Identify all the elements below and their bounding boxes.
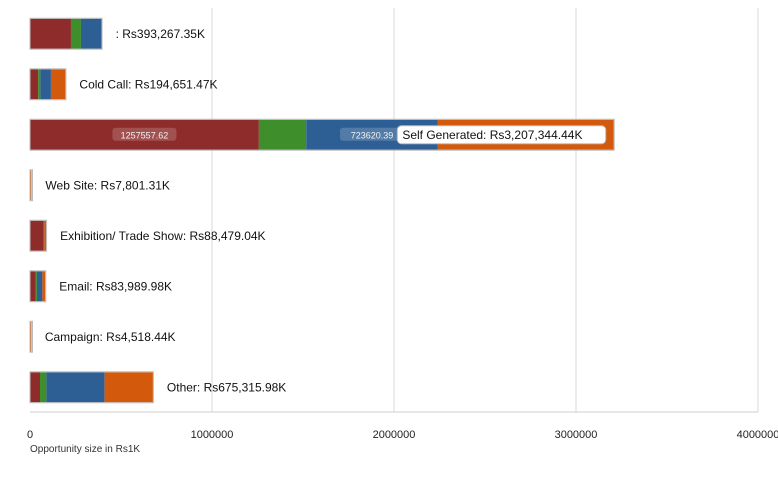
gridlines	[211, 8, 759, 412]
segment-label-box	[112, 127, 177, 141]
bar-outline	[29, 219, 48, 252]
bar-segment[interactable]	[30, 69, 39, 100]
bar-segment[interactable]	[30, 119, 259, 150]
category-label: Self Generated: Rs3,207,344.44K	[402, 128, 582, 142]
x-tick-label: 2000000	[373, 429, 416, 441]
bar-segment[interactable]	[44, 220, 47, 251]
bar-outline	[29, 118, 615, 151]
bar-segment[interactable]	[30, 271, 36, 302]
bar-group[interactable]	[29, 219, 48, 252]
category-label: Campaign: Rs4,518.44K	[45, 330, 176, 344]
bar-segment[interactable]	[30, 321, 32, 352]
segment-value-label: 723620.39	[351, 130, 394, 140]
bar-outline	[29, 169, 33, 202]
x-tick-label: 3000000	[555, 429, 598, 441]
bar-segment[interactable]	[30, 372, 41, 403]
bar-segment[interactable]	[46, 372, 105, 403]
bar-group[interactable]	[29, 270, 47, 303]
bar-group[interactable]	[29, 320, 33, 353]
bar-segment[interactable]	[40, 69, 51, 100]
bar-outline	[29, 270, 47, 303]
bar-segment[interactable]	[43, 220, 45, 251]
category-label: Email: Rs83,989.98K	[59, 279, 172, 293]
bar-segment[interactable]	[35, 271, 37, 302]
segment-value-label: 1257557.62	[121, 130, 169, 140]
segment-label-box	[340, 127, 405, 141]
bar-segment[interactable]	[40, 372, 47, 403]
bar-segment[interactable]	[50, 69, 66, 100]
bar-segment[interactable]	[30, 170, 32, 201]
category-label: : Rs393,267.35K	[116, 27, 205, 41]
bar-outline	[29, 320, 33, 353]
bar-group[interactable]	[29, 169, 33, 202]
category-label: Exhibition/ Trade Show: Rs88,479.04K	[60, 229, 265, 243]
bar-segment[interactable]	[258, 119, 307, 150]
category-label: Web Site: Rs7,801.31K	[45, 178, 170, 192]
bar-outline	[29, 371, 154, 404]
bar-segment[interactable]	[42, 271, 46, 302]
category-label-box	[396, 125, 607, 145]
x-tick-label: 0	[27, 429, 33, 441]
bar-outline	[29, 17, 103, 50]
bars: 1257557.62 723620.39	[29, 17, 615, 404]
bar-segment[interactable]	[80, 18, 102, 49]
x-tick-label: 4000000	[737, 429, 778, 441]
bar-segment[interactable]	[36, 271, 43, 302]
x-tick-label: 1000000	[191, 429, 234, 441]
bar-group[interactable]	[29, 68, 67, 101]
bar-group[interactable]	[29, 17, 103, 50]
bar-segment[interactable]	[104, 372, 153, 403]
category-label: Cold Call: Rs194,651.47K	[79, 77, 217, 91]
bar-segment[interactable]	[70, 18, 81, 49]
bar-segment[interactable]	[30, 220, 44, 251]
x-axis: 0 1000000 2000000 3000000 4000000	[27, 411, 778, 441]
bar-segment[interactable]	[30, 18, 71, 49]
bar-group[interactable]	[29, 371, 154, 404]
category-labels: : Rs393,267.35K Cold Call: Rs194,651.47K S…	[45, 27, 607, 394]
category-label: Other: Rs675,315.98K	[167, 380, 286, 394]
x-axis-title: Opportunity size in Rs1K	[30, 444, 140, 455]
bar-segment[interactable]	[38, 69, 41, 100]
bar-outline	[29, 68, 67, 101]
